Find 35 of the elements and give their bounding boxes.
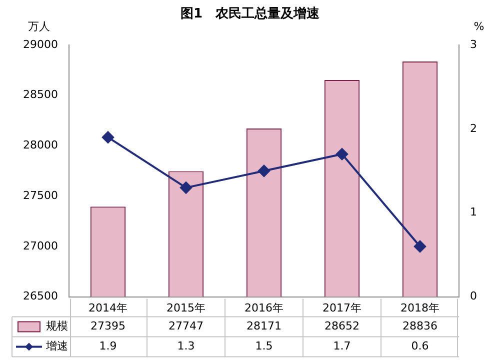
y2-tick-label: 1: [470, 206, 477, 219]
x-tick-label: 2018年: [400, 301, 440, 314]
data-label: 1.7: [333, 340, 351, 353]
x-tick-label: 2016年: [244, 301, 284, 314]
point: [414, 240, 426, 252]
y-tick-label: 26500: [22, 290, 58, 303]
point: [336, 148, 348, 160]
data-label: 27747: [168, 320, 204, 333]
x-tick-label: 2017年: [322, 301, 362, 314]
data-label: 28171: [246, 320, 282, 333]
data-label: 0.6: [411, 340, 429, 353]
x-tick-label: 2014年: [88, 301, 128, 314]
data-label: 1.9: [99, 340, 117, 353]
x-tick-label: 2015年: [166, 301, 206, 314]
data-label: 27395: [90, 320, 126, 333]
point: [102, 131, 114, 144]
chart-title: 图1 农民工总量及增速: [180, 5, 321, 22]
y-tick-label: 27000: [22, 239, 58, 252]
y-tick-label: 28500: [22, 88, 58, 102]
legend-label: 规模: [46, 320, 68, 333]
y2-tick-label: 3: [470, 38, 477, 51]
data-label: 1.5: [255, 340, 273, 353]
data-label: 28836: [402, 320, 438, 333]
point: [258, 164, 270, 177]
y-axis-title: 万人: [28, 20, 50, 33]
data-label: 1.3: [177, 340, 195, 353]
y-tick-label: 29000: [22, 38, 58, 51]
y-tick-label: 28000: [22, 138, 58, 152]
data-label: 28652: [324, 320, 360, 333]
legend-label: 增速: [45, 340, 68, 353]
point: [180, 182, 192, 194]
y2-tick-label: 2: [470, 122, 477, 135]
y-tick-label: 27500: [22, 188, 58, 202]
y2-axis-title: %: [474, 20, 484, 33]
y2-tick-label: 0: [470, 290, 477, 303]
